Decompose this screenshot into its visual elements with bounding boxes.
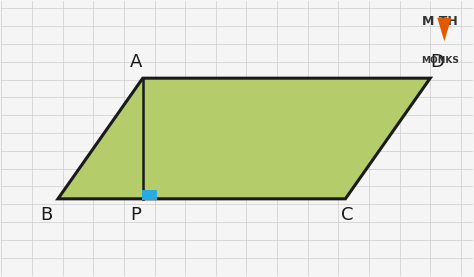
Bar	[143, 191, 156, 199]
Text: B: B	[40, 206, 52, 224]
Text: C: C	[341, 206, 354, 224]
Text: A: A	[129, 53, 142, 71]
Polygon shape	[438, 18, 451, 41]
Text: P: P	[130, 206, 141, 224]
Text: M TH: M TH	[422, 15, 457, 28]
Polygon shape	[58, 78, 430, 199]
Text: MONKS: MONKS	[421, 56, 458, 65]
Text: D: D	[430, 53, 444, 71]
